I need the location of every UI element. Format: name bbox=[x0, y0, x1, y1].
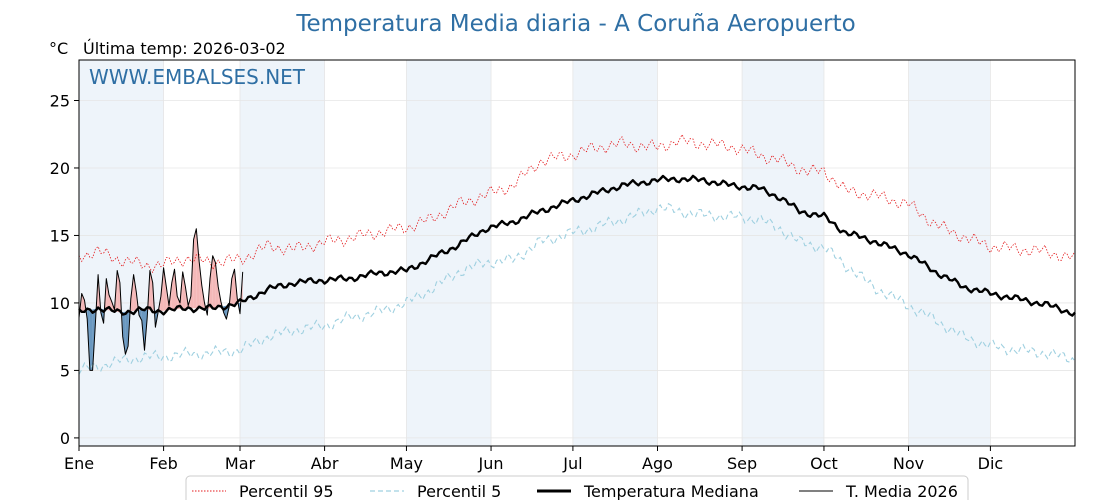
month-shading bbox=[79, 60, 991, 446]
y-tick-label-5: 5 bbox=[60, 361, 70, 380]
series-line-p5 bbox=[78, 202, 1076, 375]
fill-above-median bbox=[106, 278, 109, 311]
fill-above-median bbox=[163, 267, 167, 311]
fill-below-median bbox=[125, 311, 129, 355]
x-tick-label-sep: Sep bbox=[727, 454, 757, 473]
y-tick-label-10: 10 bbox=[50, 294, 70, 313]
x-tick-label-abr: Abr bbox=[311, 454, 339, 473]
x-tick-label-mar: Mar bbox=[225, 454, 256, 473]
shade-nov bbox=[908, 60, 991, 446]
fill-below-median bbox=[89, 309, 93, 371]
series bbox=[78, 133, 1076, 375]
y-tick-label-0: 0 bbox=[60, 429, 70, 448]
watermark: WWW.EMBALSES.NET bbox=[89, 65, 306, 89]
shade-ene bbox=[79, 60, 164, 446]
y-tick-label-15: 15 bbox=[50, 226, 70, 245]
fill-above-median bbox=[215, 262, 219, 308]
series-line-median bbox=[78, 174, 1076, 317]
last-temp-label: Última temp: 2026-03-02 bbox=[83, 39, 286, 58]
plot-frame bbox=[78, 59, 1076, 447]
fill-above-median bbox=[193, 228, 197, 309]
shade-sep bbox=[742, 60, 824, 446]
x-tick-label-dic: Dic bbox=[978, 454, 1004, 473]
x-tick-label-ago: Ago bbox=[642, 454, 673, 473]
shade-jul bbox=[572, 60, 658, 446]
fill-below-median bbox=[139, 310, 142, 321]
x-tick-label-oct: Oct bbox=[810, 454, 838, 473]
legend-label-p95: Percentil 95 bbox=[239, 482, 334, 500]
fill-below-median bbox=[122, 311, 126, 355]
fill-above-median bbox=[182, 271, 186, 309]
x-tick-label-jun: Jun bbox=[478, 454, 504, 473]
fill-above-median bbox=[133, 274, 137, 311]
x-tick-label-nov: Nov bbox=[893, 454, 924, 473]
legend-label-median: Temperatura Mediana bbox=[583, 482, 759, 500]
legend-label-current: T. Media 2026 bbox=[845, 482, 958, 500]
legend-label-p5: Percentil 5 bbox=[417, 482, 501, 500]
fill-above-median bbox=[212, 255, 216, 309]
y-tick-label-20: 20 bbox=[50, 159, 70, 178]
fill-above-median bbox=[210, 255, 213, 309]
x-tick-label-may: May bbox=[390, 454, 423, 473]
unit-label: °C bbox=[49, 39, 68, 58]
x-tick-label-feb: Feb bbox=[149, 454, 177, 473]
fill-above-median bbox=[199, 261, 202, 309]
legend: Percentil 95 Percentil 5 Temperatura Med… bbox=[185, 475, 969, 500]
series-line-current bbox=[78, 228, 244, 371]
x-tick-label-jul: Jul bbox=[562, 454, 582, 473]
series-line-p95 bbox=[78, 133, 1076, 274]
fill-above-median bbox=[196, 228, 200, 309]
x-tick-label-ene: Ene bbox=[64, 454, 94, 473]
fill-above-median bbox=[81, 293, 85, 312]
chart-title: Temperatura Media diaria - A Coruña Aero… bbox=[295, 11, 855, 37]
legend-box bbox=[185, 475, 969, 500]
axes: 0 5 10 15 20 25 Ene Feb Mar Abr May Jun Jul Ago Sep Oct… bbox=[50, 91, 1004, 473]
y-tick-label-25: 25 bbox=[50, 91, 70, 110]
